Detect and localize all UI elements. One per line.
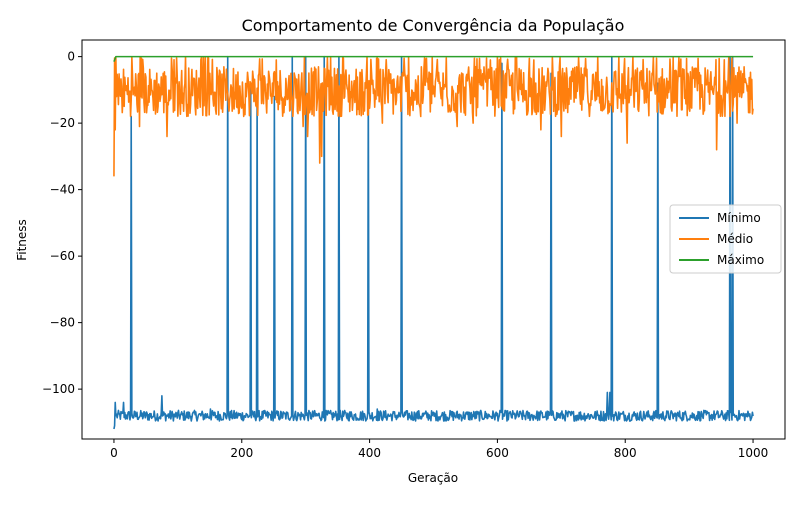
y-axis-ticks: 0 −20 −40 −60 −80 −100 [42,50,82,396]
legend-entry-medio: Médio [679,232,753,246]
y-tick-label: −40 [50,183,75,197]
legend-label-maximo: Máximo [717,253,764,267]
x-tick-label: 200 [230,446,253,460]
series-layer [113,55,754,430]
series-line-minimo [113,55,754,430]
series-line-maximo [113,55,754,62]
x-axis-ticks: 0 200 400 600 800 1000 [110,439,768,460]
plot-area: 0 200 400 600 800 1000 0 −20 −40 −60 −80 −100 [42,39,786,460]
legend-entry-minimo: Mínimo [679,211,761,225]
chart-title: Comportamento de Convergência da Populaç… [242,16,625,35]
y-tick-label: −100 [42,382,75,396]
x-tick-label: 0 [110,446,118,460]
y-tick-label: −60 [50,249,75,263]
x-axis-label: Geração [408,471,458,485]
legend-box [669,204,782,274]
legend-label-minimo: Mínimo [717,211,761,225]
axes-frame [81,39,786,440]
y-tick-label: −20 [50,116,75,130]
x-tick-label: 800 [614,446,637,460]
x-tick-label: 1000 [738,446,769,460]
y-tick-label: −80 [50,316,75,330]
x-tick-label: 400 [358,446,381,460]
x-tick-label: 600 [486,446,509,460]
legend: Mínimo Médio Máximo [669,204,782,274]
y-tick-label: 0 [67,50,75,64]
legend-entry-maximo: Máximo [679,253,764,267]
series-line-medio [113,55,754,177]
y-axis-label: Fitness [15,219,29,261]
legend-label-medio: Médio [717,232,753,246]
